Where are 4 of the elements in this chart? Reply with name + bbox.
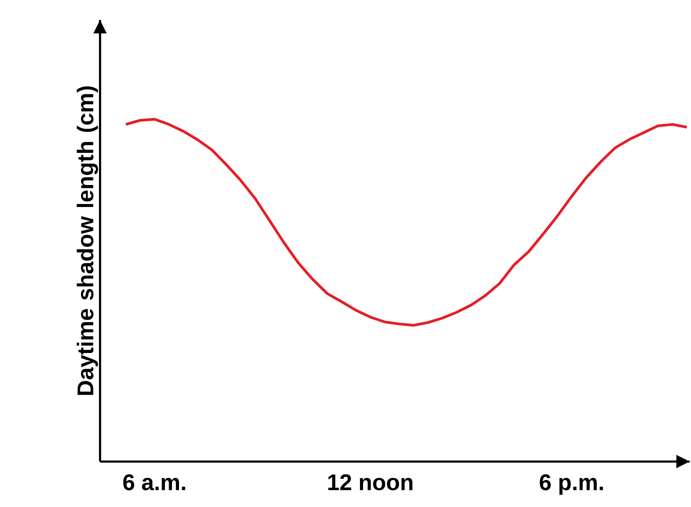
y-axis-title: Daytime shadow length (cm): [76, 86, 98, 395]
x-tick-label: 12 noon: [328, 474, 412, 490]
x-tick-label: 6 a.m.: [123, 474, 186, 490]
x-tick-label: 6 p.m.: [540, 474, 603, 495]
